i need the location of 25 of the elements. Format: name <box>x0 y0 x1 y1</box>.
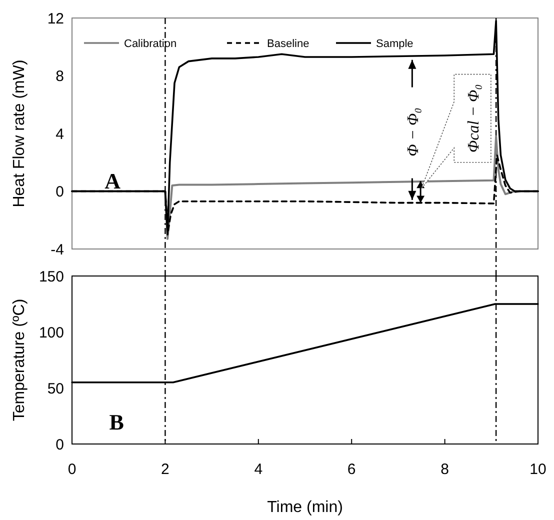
y-tick-label: 12 <box>47 10 64 28</box>
legend-label: Calibration <box>124 38 177 50</box>
y-tick-label: 0 <box>56 184 64 200</box>
y-tick-label: 8 <box>56 68 64 85</box>
y-tick-label: 50 <box>47 380 64 398</box>
x-tick-label: 4 <box>254 461 263 478</box>
y-tick-label: 4 <box>56 126 64 143</box>
legend-label: Baseline <box>267 38 310 50</box>
x-tick-label: 8 <box>440 461 449 478</box>
legend-label: Sample <box>376 38 414 50</box>
x-axis-title: Time (min) <box>267 499 343 516</box>
annotation: B <box>109 409 124 434</box>
y-axis-title: Heat Flow rate (mW) <box>11 60 28 208</box>
x-tick-label: 2 <box>161 461 170 478</box>
x-tick-label: 0 <box>68 461 76 478</box>
y-axis-title: Temperature (ºC) <box>11 298 28 422</box>
y-tick-label: 0 <box>56 436 64 454</box>
annotation: Φ − Φ₀ <box>404 108 422 156</box>
annotation: Φcal − Φ₀ <box>465 84 482 152</box>
y-tick-label: -4 <box>50 241 64 258</box>
y-tick-label: 150 <box>38 268 64 286</box>
y-tick-label: 100 <box>38 324 64 342</box>
x-tick-label: 6 <box>347 461 356 478</box>
x-tick-label: 10 <box>530 461 546 478</box>
annotation: A <box>104 168 121 194</box>
